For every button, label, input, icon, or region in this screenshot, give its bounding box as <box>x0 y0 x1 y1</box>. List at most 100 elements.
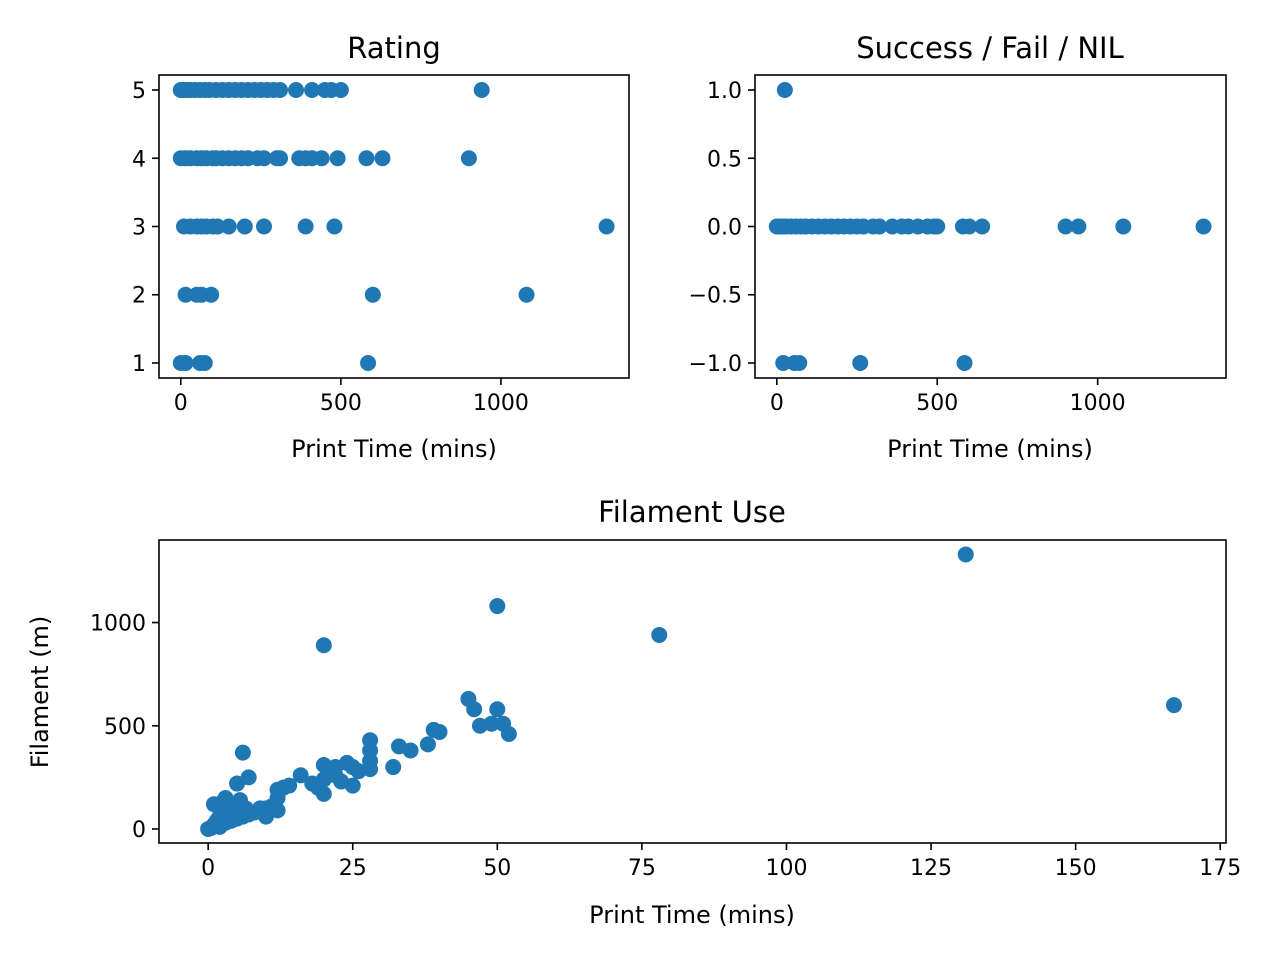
filament-use-point-60 <box>483 715 500 732</box>
filament-use-point-54 <box>419 736 436 753</box>
filament-use-x-tick-label-3: 75 <box>628 856 656 881</box>
rating-point-67 <box>364 286 381 303</box>
filament-use-x-tick-label-1: 25 <box>339 856 367 881</box>
success-fail-x-tick-label-0: 0 <box>770 391 784 416</box>
rating-y-tick-label-4: 5 <box>132 79 146 104</box>
rating-point-47 <box>358 150 375 167</box>
rating-point-20 <box>304 82 321 99</box>
filament-use-point-53 <box>402 742 419 759</box>
filament-use-point-50 <box>362 732 379 749</box>
rating-point-56 <box>209 218 226 235</box>
filament-use-title: Filament Use <box>598 495 786 529</box>
rating-point-39 <box>256 150 273 167</box>
rating-y-tick-label-1: 2 <box>132 284 146 309</box>
success-fail-x-axis-label: Print Time (mins) <box>887 435 1093 463</box>
success-fail-y-tick-label-2: 0.0 <box>707 216 742 241</box>
rating-point-45 <box>313 150 330 167</box>
rating-y-tick-label-0: 1 <box>132 352 146 377</box>
filament-use-x-tick-label-5: 125 <box>910 856 952 881</box>
success-fail-chart: Success / Fail / NIL Print Time (mins) 0… <box>689 31 1227 463</box>
filament-use-point-27 <box>269 802 286 819</box>
success-fail-x-tick-label-1: 500 <box>916 391 958 416</box>
success-fail-y-tick-label-3: −0.5 <box>689 284 742 309</box>
filament-use-x-axis-label: Print Time (mins) <box>589 901 795 929</box>
filament-use-y-axis-label: Filament (m) <box>26 616 54 769</box>
filament-use-x-tick-label-4: 100 <box>765 856 807 881</box>
rating-point-49 <box>460 150 477 167</box>
success-fail-point-38 <box>956 354 973 371</box>
rating-point-57 <box>220 218 237 235</box>
rating-point-63 <box>177 286 194 303</box>
success-fail-point-0 <box>776 82 793 99</box>
rating-point-68 <box>518 286 535 303</box>
success-fail-y-tick-label-0: 1.0 <box>707 79 742 104</box>
filament-use-point-17 <box>234 744 251 761</box>
rating-point-73 <box>360 354 377 371</box>
success-fail-point-37 <box>852 354 869 371</box>
rating-point-46 <box>329 150 346 167</box>
filament-use-point-62 <box>489 701 506 718</box>
success-fail-point-36 <box>791 354 808 371</box>
rating-point-59 <box>256 218 273 235</box>
filament-use-y-tick-label-2: 1000 <box>90 612 146 637</box>
filament-use-point-58 <box>466 701 483 718</box>
filament-use-point-67 <box>1165 697 1182 714</box>
rating-point-61 <box>326 218 343 235</box>
filament-use-point-56 <box>431 723 448 740</box>
success-fail-point-28 <box>961 218 978 235</box>
filament-use-x-tick-label-2: 50 <box>483 856 511 881</box>
rating-point-18 <box>272 82 289 99</box>
rating-point-66 <box>203 286 220 303</box>
rating-point-58 <box>236 218 253 235</box>
filament-use-point-31 <box>281 777 298 794</box>
filament-use-point-66 <box>957 546 974 563</box>
filament-use-chart: Filament Use Print Time (mins) Filament … <box>26 495 1241 929</box>
filament-use-point-64 <box>500 726 517 743</box>
filament-use-point-61 <box>489 598 506 615</box>
success-fail-point-34 <box>775 354 792 371</box>
filament-use-y-tick-label-0: 0 <box>132 818 146 843</box>
filament-use-point-32 <box>292 767 309 784</box>
rating-point-24 <box>473 82 490 99</box>
rating-point-72 <box>196 354 213 371</box>
rating-x-tick-label-1: 500 <box>320 391 362 416</box>
filament-use-point-20 <box>240 769 257 786</box>
success-fail-title: Success / Fail / NIL <box>856 31 1123 65</box>
success-fail-y-tick-label-4: −1.0 <box>689 352 742 377</box>
rating-y-tick-label-2: 3 <box>132 216 146 241</box>
success-fail-point-31 <box>1070 218 1087 235</box>
rating-title: Rating <box>347 31 441 65</box>
filament-use-plot-frame <box>158 539 1227 844</box>
rating-point-41 <box>272 150 289 167</box>
filament-use-point-51 <box>385 759 402 776</box>
filament-use-point-38 <box>315 637 332 654</box>
success-fail-point-32 <box>1115 218 1132 235</box>
rating-point-60 <box>297 218 314 235</box>
rating-x-axis-label: Print Time (mins) <box>291 435 497 463</box>
filament-use-y-tick-label-1: 500 <box>104 715 146 740</box>
rating-y-tick-label-3: 4 <box>132 147 146 172</box>
rating-point-19 <box>288 82 305 99</box>
filament-use-point-35 <box>315 785 332 802</box>
rating-point-62 <box>598 218 615 235</box>
success-fail-y-tick-label-1: 0.5 <box>707 147 742 172</box>
success-fail-point-19 <box>871 218 888 235</box>
rating-x-tick-label-2: 1000 <box>473 391 529 416</box>
success-fail-point-30 <box>1057 218 1074 235</box>
filament-use-point-45 <box>344 777 361 794</box>
filament-use-x-tick-label-0: 0 <box>201 856 215 881</box>
success-fail-point-26 <box>929 218 946 235</box>
rating-x-tick-label-0: 0 <box>174 391 188 416</box>
filament-use-x-tick-label-6: 150 <box>1055 856 1097 881</box>
success-fail-point-29 <box>974 218 991 235</box>
rating-point-70 <box>177 354 194 371</box>
filament-use-x-tick-label-7: 175 <box>1199 856 1241 881</box>
rating-point-23 <box>332 82 349 99</box>
rating-point-48 <box>374 150 391 167</box>
filament-use-point-65 <box>651 626 668 643</box>
success-fail-x-tick-label-2: 1000 <box>1070 391 1126 416</box>
success-fail-point-33 <box>1195 218 1212 235</box>
rating-chart: Rating Print Time (mins) 0 500 1000 1 2 3 4 5 <box>132 31 630 463</box>
